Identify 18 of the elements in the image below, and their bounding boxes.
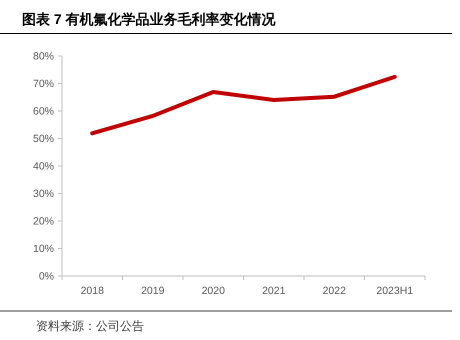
x-tick-label: 2020 [202,285,226,297]
y-tick-label: 20% [32,216,54,228]
y-tick-label: 0% [38,270,54,283]
y-tick-label: 40% [32,160,54,173]
chart-title: 图表 7 有机氟化学品业务毛利率变化情况 [22,11,277,27]
y-tick-label: 60% [32,106,54,118]
line-series [90,74,397,136]
x-tick-label: 2023H1 [376,285,414,297]
x-tick-label: 2018 [80,285,104,297]
y-tick-label: 50% [32,133,54,146]
x-tick-label: 2019 [141,285,165,297]
y-tick-label: 70% [32,78,54,90]
text: 资料来源：公司公告 [36,319,144,333]
x-tick-label: 2021 [262,285,286,297]
y-tick-label: 80% [32,50,54,63]
y-tick-label: 10% [32,243,54,256]
x-tick-label: 2022 [322,285,346,297]
y-tick-label: 30% [32,188,54,200]
